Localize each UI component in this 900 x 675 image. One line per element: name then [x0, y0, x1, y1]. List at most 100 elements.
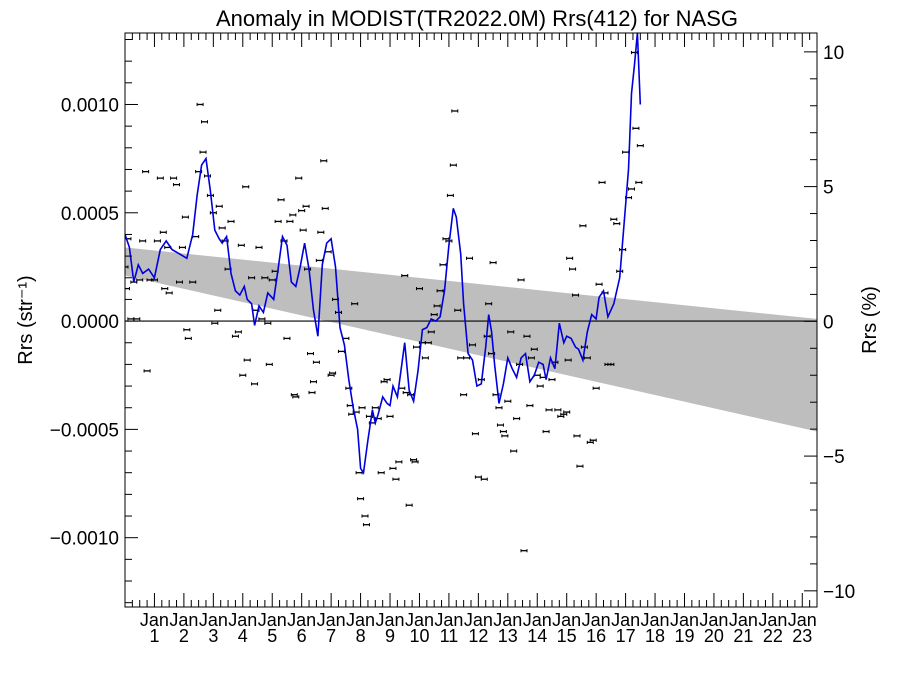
x-tick-label-year: 16	[586, 626, 606, 646]
data-point	[203, 174, 211, 178]
data-point	[520, 549, 528, 553]
x-tick-label-month: Jan	[228, 610, 257, 630]
data-point	[161, 286, 169, 291]
data-point	[424, 341, 432, 345]
data-point	[357, 497, 365, 501]
data-point	[298, 209, 306, 213]
data-point	[613, 222, 621, 226]
data-point	[557, 414, 565, 418]
data-point	[295, 176, 303, 180]
data-point	[142, 170, 150, 174]
data-point	[258, 317, 266, 321]
data-point	[489, 261, 497, 265]
data-point	[312, 360, 320, 364]
axes: 0.0010 0.0005 0.0000 −0.0005 −0.0010 10 5 0 −5 −1…	[50, 32, 855, 646]
data-point	[277, 198, 285, 202]
x-tick-label-year: 2	[179, 626, 189, 646]
data-point	[231, 334, 239, 338]
data-point	[554, 408, 562, 412]
data-point	[139, 239, 147, 243]
data-point	[362, 523, 370, 527]
x-tick-label-month: Jan	[641, 610, 670, 630]
data-point	[439, 263, 447, 267]
x-tick-label-month: Jan	[552, 610, 581, 630]
data-point	[242, 185, 250, 189]
y-tick-label-right: 5	[823, 178, 834, 199]
data-point	[395, 460, 403, 464]
x-tick-label-year: 6	[297, 626, 307, 646]
data-point	[337, 349, 345, 354]
data-point	[299, 228, 307, 232]
x-tick-label-month: Jan	[287, 610, 316, 630]
x-tick-label-year: 9	[385, 626, 395, 646]
x-tick-label-year: 21	[733, 626, 753, 646]
x-tick-label-month: Jan	[258, 610, 287, 630]
data-point	[410, 458, 418, 462]
data-point	[635, 180, 643, 185]
data-point	[598, 180, 606, 185]
data-point	[398, 386, 406, 390]
data-point	[189, 280, 197, 284]
data-point	[536, 384, 544, 388]
x-tick-label-year: 7	[326, 626, 336, 646]
x-tick-label-month: Jan	[405, 610, 434, 630]
data-point	[446, 193, 454, 198]
data-point	[499, 429, 507, 434]
data-point	[181, 215, 189, 219]
y-tick-label-right: −10	[823, 582, 855, 603]
x-tick-label-year: 3	[208, 626, 218, 646]
data-point	[136, 278, 144, 282]
chart-title: Anomaly in MODIST(TR2022.0M) Rrs(412) fo…	[216, 6, 738, 31]
data-point	[504, 399, 512, 403]
data-point	[451, 109, 459, 113]
data-point	[507, 330, 515, 334]
y-tick-label-left: 0.0010	[61, 95, 119, 116]
data-point	[227, 219, 235, 224]
data-point	[457, 356, 465, 360]
data-point	[576, 464, 584, 468]
data-point	[517, 278, 525, 282]
data-point	[468, 343, 476, 347]
data-point	[143, 369, 151, 373]
data-point	[413, 345, 421, 349]
data-point	[196, 102, 204, 107]
x-tick-label-month: Jan	[434, 610, 463, 630]
data-point	[485, 302, 493, 306]
data-point	[251, 382, 259, 386]
x-tick-label-month: Jan	[699, 610, 728, 630]
data-point	[125, 265, 129, 269]
data-point	[463, 356, 471, 360]
data-point	[636, 144, 644, 148]
x-tick-label-month: Jan	[758, 610, 787, 630]
data-point	[153, 239, 161, 243]
x-tick-label-month: Jan	[346, 610, 375, 630]
x-tick-label-month: Jan	[729, 610, 758, 630]
x-tick-label-month: Jan	[317, 610, 346, 630]
x-tick-label-year: 1	[149, 626, 159, 646]
data-point	[572, 293, 580, 297]
data-point	[183, 328, 191, 332]
data-point	[386, 414, 394, 418]
data-point	[427, 330, 435, 334]
data-point	[495, 406, 503, 410]
data-point	[214, 308, 222, 312]
data-point	[320, 159, 328, 163]
data-point	[315, 258, 323, 263]
plot-area	[125, 33, 817, 553]
data-point	[415, 286, 423, 291]
data-point	[548, 377, 556, 382]
y-tick-label-left: −0.0010	[50, 529, 119, 550]
x-tick-label-month: Jan	[169, 610, 198, 630]
data-point	[317, 230, 325, 234]
x-tick-label-year: 11	[440, 626, 459, 646]
data-point	[471, 432, 479, 436]
x-tick-label-year: 20	[704, 626, 724, 646]
x-tick-label-month: Jan	[670, 610, 699, 630]
data-point	[159, 230, 167, 234]
x-tick-label-month: Jan	[199, 610, 228, 630]
y-tick-label-right: −5	[823, 447, 845, 468]
data-point	[383, 377, 391, 382]
data-point	[627, 187, 635, 191]
data-point	[125, 286, 130, 291]
data-point	[526, 403, 534, 408]
